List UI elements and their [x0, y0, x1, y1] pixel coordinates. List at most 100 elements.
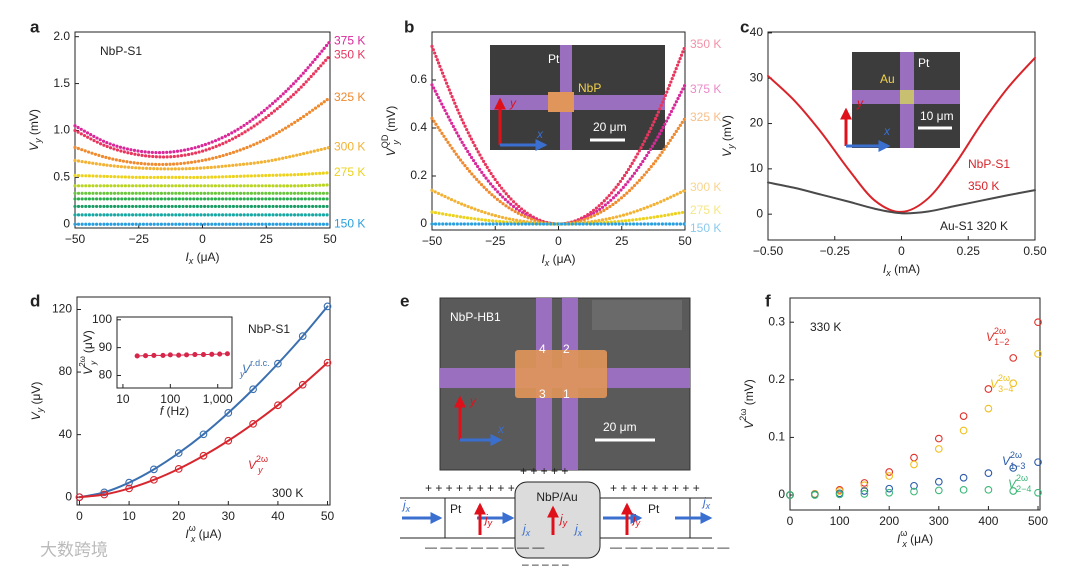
- y-tick-label: 0: [63, 216, 70, 230]
- minus-row: — — — — — — — —: [425, 540, 544, 554]
- data-point: [174, 465, 183, 473]
- panel-letter: e: [400, 291, 409, 310]
- inset-sample: [548, 92, 574, 112]
- x-tick-label: 0: [555, 234, 562, 248]
- series-label: 325 K: [690, 110, 721, 124]
- data-point: [323, 302, 332, 311]
- y-tick-label: 0: [65, 489, 72, 503]
- x-tick-label: 30: [222, 509, 236, 523]
- y-tick-label: 40: [59, 427, 73, 441]
- data-point: [199, 451, 208, 460]
- y-tick-label: 2.0: [53, 29, 70, 43]
- y-tick-label: 20: [750, 116, 764, 130]
- x-tick-label: 0.50: [1023, 244, 1047, 258]
- data-point: [134, 353, 140, 359]
- plus-row: + + + + + + + + +: [610, 481, 700, 495]
- panel-letter: b: [404, 17, 414, 36]
- series-line: [78, 361, 329, 499]
- inset-electrode: [490, 95, 665, 110]
- data-point: [786, 491, 794, 499]
- data-point: [125, 478, 133, 487]
- data-point: [885, 484, 894, 493]
- data-point: [910, 460, 918, 469]
- data-point: [1034, 458, 1042, 467]
- data-point: [192, 352, 198, 358]
- y-tick-label: 80: [59, 364, 73, 378]
- annotation: 330 K: [810, 320, 841, 334]
- plot-frame: [74, 31, 331, 229]
- current-label: jx: [521, 522, 531, 538]
- annotation: 350 K: [968, 179, 999, 193]
- sample-label: NbP-HB1: [450, 310, 501, 324]
- panel-letter: c: [740, 17, 749, 36]
- x-axis-label: Ix (μA): [185, 250, 219, 266]
- data-point: [199, 430, 208, 439]
- data-point: [224, 351, 230, 357]
- data-point: [860, 487, 869, 495]
- center-label: NbP/Au: [536, 490, 577, 504]
- x-tick-label: −0.25: [820, 244, 851, 258]
- data-point: [224, 409, 233, 417]
- circuit: [400, 481, 713, 559]
- data-point: [934, 477, 943, 486]
- y-tick-label: 0.3: [768, 314, 785, 328]
- x-tick-label: 50: [323, 232, 337, 246]
- x-tick-label: −0.50: [753, 244, 784, 258]
- data-point: [885, 488, 894, 497]
- plus-row: + + + + +: [520, 464, 568, 478]
- y-tick-label: 0.6: [410, 72, 427, 86]
- data-point: [298, 380, 307, 389]
- x-tick-label: −25: [485, 234, 506, 248]
- x-tick-label: 40: [271, 509, 285, 523]
- inset-label: Pt: [918, 56, 930, 70]
- data-point: [885, 472, 894, 480]
- y-tick-label: 80: [99, 368, 113, 382]
- series-label: 275 K: [334, 165, 365, 179]
- data-point: [1034, 350, 1042, 358]
- data-point: [860, 481, 869, 490]
- data-point: [142, 353, 149, 359]
- pt-label: Pt: [450, 502, 462, 516]
- data-point: [249, 419, 257, 428]
- series-label: V2ω 1−2: [986, 326, 1009, 347]
- data-point: [1034, 318, 1042, 327]
- data-point: [167, 352, 173, 358]
- series-label: V2ω 3−4: [990, 373, 1013, 394]
- y-tick-label: 0.4: [410, 120, 427, 134]
- data-point: [959, 412, 968, 420]
- annotation: Au-S1 320 K: [940, 219, 1008, 233]
- data-point: [150, 475, 158, 484]
- x-axis-label: Iω x (μA): [897, 528, 933, 549]
- series-label: V2ω 2−4: [1008, 473, 1031, 494]
- y-tick-label: 0.2: [410, 168, 427, 182]
- x-tick-label: −50: [422, 234, 443, 248]
- inset-label: Au: [880, 72, 895, 86]
- x-tick-label: 0.25: [957, 244, 981, 258]
- data-point: [176, 352, 182, 358]
- y-axis-label: Vy (mV): [27, 109, 43, 151]
- data-point: [984, 469, 993, 477]
- series-label: 150 K: [690, 221, 721, 235]
- data-point: [150, 465, 158, 474]
- y-tick-label: 40: [750, 25, 764, 39]
- x-tick-label: 25: [260, 232, 274, 246]
- watermark: 大数跨境: [40, 540, 108, 559]
- data-point: [274, 359, 282, 368]
- series-line: [78, 305, 329, 499]
- x-tick-label: 10: [122, 509, 136, 523]
- data-point: [1034, 488, 1042, 497]
- plot-frame: [789, 297, 1041, 511]
- x-tick-label: 10: [116, 392, 130, 406]
- data-point: [959, 473, 968, 482]
- data-point: [125, 484, 133, 493]
- series-label: 300 K: [690, 180, 721, 194]
- data-point: [934, 486, 943, 495]
- annotation: 300 K: [272, 486, 303, 500]
- series-line: [767, 56, 1036, 213]
- series-line: [767, 181, 1036, 215]
- contact-label: 2: [563, 342, 570, 356]
- y-tick-label: 100: [92, 312, 112, 326]
- x-tick-label: −25: [129, 232, 150, 246]
- dotted-series: [73, 39, 332, 155]
- series-label: 375 K: [690, 82, 721, 96]
